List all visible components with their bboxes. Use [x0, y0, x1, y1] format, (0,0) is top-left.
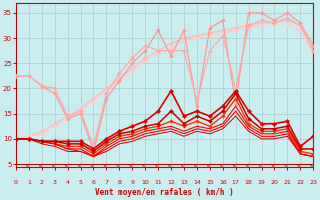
X-axis label: Vent moyen/en rafales ( km/h ): Vent moyen/en rafales ( km/h ) [95, 188, 234, 197]
